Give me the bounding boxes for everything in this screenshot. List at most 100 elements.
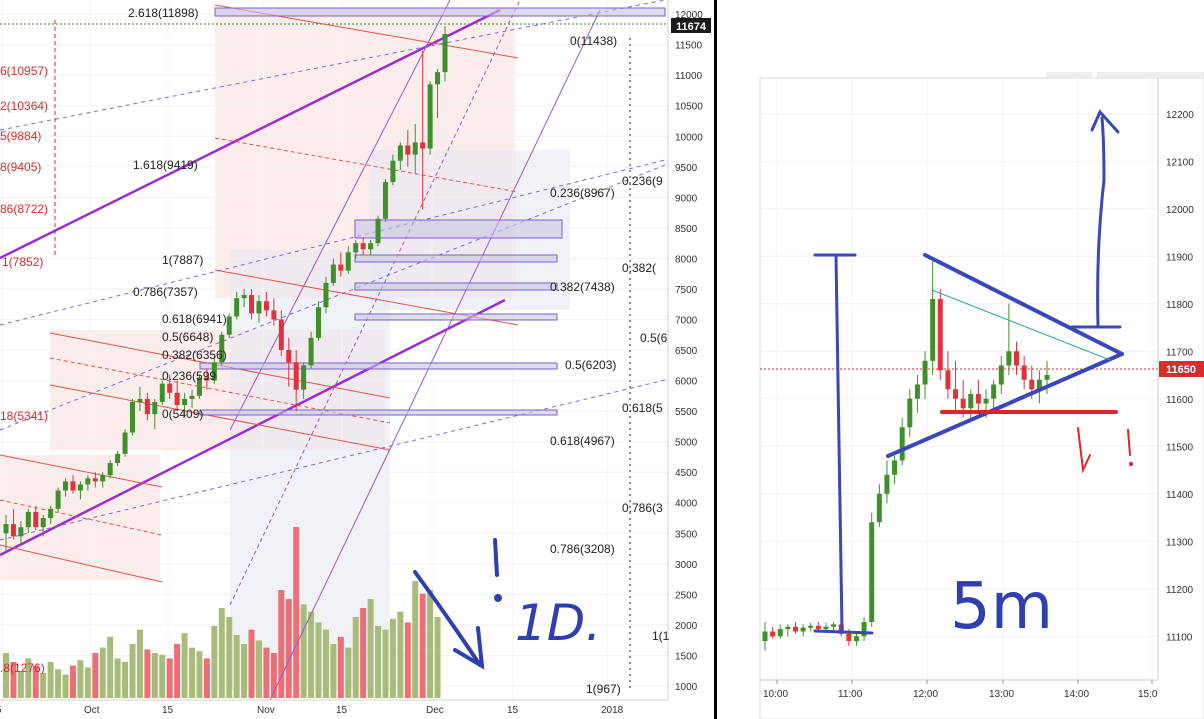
candle-body bbox=[48, 508, 54, 519]
triangle-lower-line bbox=[886, 352, 1124, 458]
time-tick-label: 14:00 bbox=[1064, 689, 1089, 700]
exclamation-dot bbox=[494, 594, 502, 602]
fib-label-right: 0.786(3208) bbox=[550, 542, 615, 556]
time-tick-label: 11:00 bbox=[838, 689, 863, 700]
volume-bar bbox=[17, 671, 24, 698]
candle-body bbox=[234, 298, 240, 317]
time-tick-label: 15 bbox=[162, 705, 174, 716]
daily-last-price-badge bbox=[671, 18, 711, 33]
candle-body bbox=[861, 622, 867, 637]
five-minute-chart-panel: 11100 11200 11300 11400 11500 11600 11700 11800… bbox=[759, 72, 1204, 719]
candle-body bbox=[33, 511, 39, 528]
trend-line bbox=[49, 384, 391, 451]
time-tick-label: 13:00 bbox=[989, 689, 1014, 700]
five-minute-time-axis: 10:00 11:00 12:00 13:00 14:00 15:0 bbox=[760, 679, 1158, 700]
candle-body bbox=[375, 218, 381, 244]
trend-line bbox=[214, 137, 519, 193]
candle-body bbox=[92, 478, 98, 482]
toolbar-tab-a[interactable] bbox=[1046, 72, 1092, 78]
volume-bar bbox=[181, 633, 188, 698]
candle-body bbox=[770, 631, 776, 637]
candle-body bbox=[271, 310, 277, 320]
trend-line bbox=[0, 298, 506, 557]
candle-body bbox=[219, 334, 225, 363]
fib-label: 1.618(9419) bbox=[133, 158, 198, 172]
price-tick-label: 12100 bbox=[1166, 157, 1194, 168]
fib-label-far-right: 1(1 bbox=[652, 629, 670, 643]
candle-body bbox=[174, 392, 180, 406]
price-tick-label: 2000 bbox=[675, 621, 698, 632]
daily-timeframe-note: 1D. bbox=[515, 594, 601, 652]
price-tick-label: 3500 bbox=[675, 529, 698, 540]
candle-body bbox=[892, 460, 898, 475]
candle-body bbox=[301, 365, 307, 390]
candle-body bbox=[293, 362, 299, 390]
candle-body bbox=[286, 350, 292, 363]
volume-bar bbox=[322, 629, 329, 698]
candle-body bbox=[368, 243, 374, 250]
candle-body bbox=[256, 301, 262, 314]
candle-body bbox=[968, 394, 974, 409]
price-tick-label: 11900 bbox=[1166, 252, 1194, 263]
fib-label-left: 6(10957) bbox=[0, 64, 48, 78]
fib-label-right: 1(967) bbox=[586, 682, 621, 696]
candle-body bbox=[152, 401, 158, 415]
trend-line bbox=[0, 544, 163, 583]
volume-bar bbox=[419, 593, 426, 698]
candle-body bbox=[1014, 351, 1020, 366]
candle-body bbox=[18, 527, 24, 537]
inner-trend-line bbox=[931, 289, 1111, 361]
time-tick-label: 2018 bbox=[601, 705, 624, 716]
price-tick-label: 8500 bbox=[675, 224, 698, 235]
five-minute-last-price-badge bbox=[1159, 361, 1204, 377]
price-tick-label: 6500 bbox=[675, 346, 698, 357]
candle-body bbox=[10, 524, 16, 537]
candle-body bbox=[196, 377, 202, 396]
volume-bar bbox=[32, 665, 39, 698]
fib-label-left: 2(10364) bbox=[0, 99, 48, 113]
candle-body bbox=[182, 398, 188, 406]
candle-body bbox=[792, 626, 798, 632]
candle-body bbox=[278, 319, 284, 351]
fib-level-band bbox=[199, 409, 558, 416]
candle-body bbox=[122, 432, 128, 454]
candle-body bbox=[762, 631, 768, 641]
exclamation-note-dot bbox=[1129, 462, 1133, 466]
candle-body bbox=[1021, 365, 1027, 380]
volume-bar bbox=[211, 626, 218, 698]
fib-label: 0.5(6648) bbox=[162, 330, 213, 344]
fib-label-far-right: 0.5(6 bbox=[640, 331, 668, 345]
candle-body bbox=[420, 142, 426, 149]
candle-body bbox=[85, 478, 91, 485]
fib-label-far-right: 0.786(3 bbox=[622, 501, 663, 515]
trend-line bbox=[269, 9, 601, 701]
price-tick-label: 7500 bbox=[675, 285, 698, 296]
price-tick-label: 11500 bbox=[675, 41, 703, 52]
candle-body bbox=[853, 636, 859, 641]
candle-body bbox=[241, 295, 247, 299]
fib-label-far-right: 0.236(9 bbox=[622, 174, 663, 188]
price-tick-label: 11700 bbox=[1166, 347, 1194, 358]
price-tick-label: 11100 bbox=[1166, 632, 1193, 643]
daily-time-axis: 5 Oct 15 Nov 15 Dec 15 2018 bbox=[0, 699, 668, 716]
volume-bar bbox=[151, 653, 158, 698]
volume-bar bbox=[129, 644, 136, 698]
volume-bar bbox=[352, 617, 359, 698]
candle-body bbox=[907, 398, 913, 428]
exclamation-stroke bbox=[493, 538, 499, 577]
candle-body bbox=[226, 316, 232, 335]
daily-drawings bbox=[0, 0, 668, 701]
volume-bar bbox=[375, 626, 382, 698]
daily-last-price: 11674 bbox=[676, 21, 707, 33]
candle-body bbox=[998, 365, 1004, 385]
time-tick-label: Oct bbox=[84, 705, 100, 716]
candle-body bbox=[249, 295, 255, 314]
volume-bar bbox=[62, 674, 69, 698]
volume-bar bbox=[308, 611, 315, 698]
candle-body bbox=[1036, 379, 1042, 390]
time-tick-label: 12:00 bbox=[913, 689, 938, 700]
volume-bar bbox=[47, 662, 54, 698]
toolbar-tab-b[interactable] bbox=[1097, 72, 1204, 78]
flagpole-bottom bbox=[813, 629, 874, 635]
fib-label-left: 86(8722) bbox=[0, 202, 48, 216]
